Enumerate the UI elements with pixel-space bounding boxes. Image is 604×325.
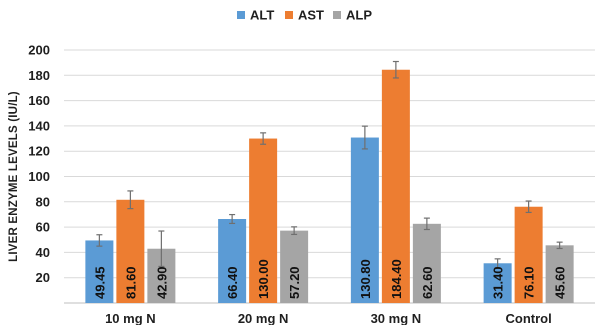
y-tick-label: 80 [36, 194, 50, 209]
legend-swatch-ast [285, 11, 293, 19]
bar-alt [218, 219, 247, 303]
data-label: 81.60 [123, 266, 138, 299]
x-category-label: 30 mg N [371, 311, 422, 325]
legend-swatch-alp [333, 11, 341, 19]
legend-swatch-alt [237, 11, 245, 19]
data-label: 45.60 [553, 266, 568, 299]
y-axis-ticks: 20 40 60 80 100 120 140 160 180 200 [28, 43, 50, 286]
y-tick-label: 140 [28, 118, 50, 133]
bar-alt [483, 263, 512, 303]
bar-alp [280, 230, 309, 303]
y-tick-label: 40 [36, 245, 50, 260]
bar-ast [116, 199, 145, 303]
data-label: 130.80 [358, 259, 373, 299]
data-label: 66.40 [225, 266, 240, 299]
data-label: 62.60 [420, 266, 435, 299]
y-tick-label: 200 [28, 43, 50, 58]
legend-label-alp: ALP [346, 8, 372, 23]
y-tick-label: 20 [36, 270, 50, 285]
legend-label-alt: ALT [250, 8, 274, 23]
data-label: 57.20 [287, 266, 302, 299]
x-category-label: Control [506, 311, 552, 325]
y-tick-label: 120 [28, 144, 50, 159]
x-axis-labels: 10 mg N 20 mg N 30 mg N Control [105, 311, 552, 325]
x-category-label: 10 mg N [105, 311, 156, 325]
data-label: 184.40 [389, 259, 404, 299]
legend-label-ast: AST [298, 8, 324, 23]
data-label: 76.10 [522, 266, 537, 299]
bars: 49.45 81.60 42.90 66.40 130.00 57.20 130.80 184… [85, 60, 574, 303]
bar-alp [545, 245, 574, 303]
data-label: 42.90 [154, 266, 169, 299]
data-label: 31.40 [491, 266, 506, 299]
bar-ast [514, 206, 543, 303]
data-label: 49.45 [92, 266, 107, 299]
chart-legend: ALT AST ALP [237, 8, 372, 23]
x-category-label: 20 mg N [238, 311, 289, 325]
bar-alt [350, 137, 379, 303]
y-tick-label: 60 [36, 220, 50, 235]
y-axis-title: LIVER ENZYME LEVELS (IU/L) [8, 91, 20, 262]
bar-ast [249, 138, 278, 303]
bar-alt [85, 240, 114, 303]
y-tick-label: 180 [28, 68, 50, 83]
bar-ast [381, 69, 410, 303]
y-tick-label: 160 [28, 93, 50, 108]
bar-alp [412, 223, 441, 303]
y-tick-label: 100 [28, 169, 50, 184]
data-label: 130.00 [256, 259, 271, 299]
